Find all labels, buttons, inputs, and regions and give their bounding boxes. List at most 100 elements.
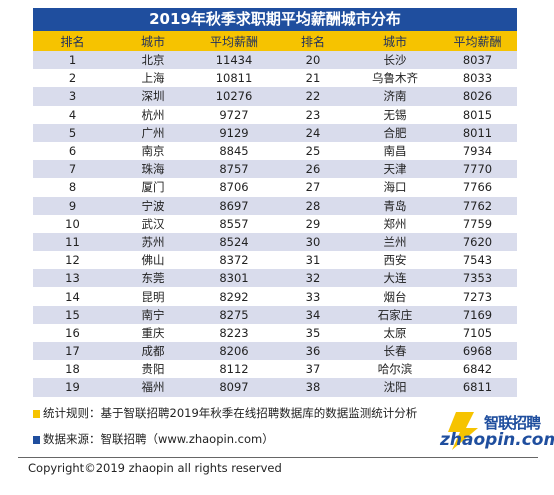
city-cell: 珠海 [112,160,194,179]
table-row: 11 苏州 8524 30 兰州 7620 [33,232,517,252]
table-row: 16 重庆 8223 35 太原 7105 [33,323,517,342]
salary-cell: 8557 [194,214,274,233]
header-salary: 平均薪酬 [194,31,274,51]
salary-cell: 9129 [194,123,274,142]
salary-cell: 8301 [194,269,274,288]
table-row: 14 昆明 8292 33 烟台 7273 [33,287,517,306]
city-cell: 重庆 [112,323,194,342]
table-row: 6 南京 8845 25 南昌 7934 [33,141,517,161]
salary-cell: 6811 [438,378,517,397]
salary-cell: 9727 [194,105,274,124]
rank-cell: 18 [33,360,112,379]
stats-rule-text: 统计规则：基于智联招聘2019年秋季在线招聘数据库的数据监测统计分析 [43,406,418,420]
rank-cell: 6 [33,141,112,161]
rank-cell: 30 [274,232,352,252]
table-row: 8 厦门 8706 27 海口 7766 [33,178,517,197]
table-row: 17 成都 8206 36 长春 6968 [33,342,517,361]
zhaopin-logo: 智联招聘 zhaopin.com [426,408,554,452]
salary-cell: 8223 [194,323,274,342]
rank-cell: 13 [33,269,112,288]
salary-cell: 8033 [438,69,517,88]
city-cell: 南京 [112,141,194,161]
city-cell: 太原 [352,323,438,342]
header-city: 城市 [352,31,438,51]
source-text: 数据来源：智联招聘（www.zhaopin.com） [43,432,274,446]
salary-cell: 7770 [438,160,517,179]
city-cell: 乌鲁木齐 [352,69,438,88]
table-title: 2019年秋季求职期平均薪酬城市分布 [33,8,517,31]
salary-cell: 8845 [194,141,274,161]
salary-cell: 8015 [438,105,517,124]
logo-mark-icon [448,412,478,450]
rank-cell: 8 [33,178,112,197]
rank-cell: 31 [274,251,352,270]
rank-cell: 9 [33,196,112,215]
source-note: 数据来源：智联招聘（www.zhaopin.com） [33,431,274,447]
city-cell: 青岛 [352,196,438,215]
rank-cell: 22 [274,87,352,106]
city-cell: 上海 [112,69,194,88]
rank-cell: 27 [274,178,352,197]
salary-cell: 7273 [438,287,517,306]
table-body: 1 北京 11434 20 长沙 8037 2 上海 10811 21 乌鲁木齐 8033 3 深圳 102… [33,51,517,397]
rank-cell: 20 [274,51,352,70]
city-cell: 武汉 [112,214,194,233]
salary-cell: 8524 [194,232,274,252]
rank-cell: 36 [274,342,352,361]
table-row: 19 福州 8097 38 沈阳 6811 [33,378,517,397]
header-row: 排名 城市 平均薪酬 排名 城市 平均薪酬 [33,31,517,51]
rank-cell: 4 [33,105,112,124]
salary-cell: 8206 [194,342,274,361]
salary-cell: 8097 [194,378,274,397]
city-cell: 长春 [352,342,438,361]
header-rank: 排名 [33,31,112,51]
city-cell: 杭州 [112,105,194,124]
rank-cell: 16 [33,323,112,342]
city-cell: 合肥 [352,123,438,142]
rank-cell: 28 [274,196,352,215]
table-row: 4 杭州 9727 23 无锡 8015 [33,105,517,124]
rank-cell: 23 [274,105,352,124]
salary-cell: 7620 [438,232,517,252]
salary-cell: 8026 [438,87,517,106]
city-cell: 佛山 [112,251,194,270]
rank-cell: 34 [274,305,352,324]
rank-cell: 38 [274,378,352,397]
rank-cell: 5 [33,123,112,142]
city-cell: 贵阳 [112,360,194,379]
rank-cell: 10 [33,214,112,233]
salary-cell: 7169 [438,305,517,324]
rank-cell: 33 [274,287,352,306]
salary-cell: 11434 [194,51,274,70]
salary-cell: 7543 [438,251,517,270]
table-row: 18 贵阳 8112 37 哈尔滨 6842 [33,360,517,379]
city-cell: 西安 [352,251,438,270]
city-cell: 哈尔滨 [352,360,438,379]
city-cell: 南昌 [352,141,438,161]
city-cell: 大连 [352,269,438,288]
city-cell: 昆明 [112,287,194,306]
city-cell: 无锡 [352,105,438,124]
blue-square-icon [33,436,40,444]
logo-cn-text: 智联招聘 [484,414,541,432]
city-cell: 厦门 [112,178,194,197]
table-row: 3 深圳 10276 22 济南 8026 [33,87,517,106]
rank-cell: 24 [274,123,352,142]
table-row: 12 佛山 8372 31 西安 7543 [33,251,517,270]
city-cell: 长沙 [352,51,438,70]
city-cell: 兰州 [352,232,438,252]
rank-cell: 21 [274,69,352,88]
city-cell: 福州 [112,378,194,397]
city-cell: 南宁 [112,305,194,324]
stats-rule-note: 统计规则：基于智联招聘2019年秋季在线招聘数据库的数据监测统计分析 [33,405,417,421]
table-row: 5 广州 9129 24 合肥 8011 [33,123,517,142]
rank-cell: 12 [33,251,112,270]
rank-cell: 17 [33,342,112,361]
salary-ranking-table: 排名 城市 平均薪酬 排名 城市 平均薪酬 1 北京 11434 20 长沙 8037 2 上… [33,31,517,397]
rank-cell: 35 [274,323,352,342]
salary-cell: 10811 [194,69,274,88]
header-salary: 平均薪酬 [438,31,517,51]
rank-cell: 19 [33,378,112,397]
table-row: 15 南宁 8275 34 石家庄 7169 [33,305,517,324]
table-row: 10 武汉 8557 29 郑州 7759 [33,214,517,233]
